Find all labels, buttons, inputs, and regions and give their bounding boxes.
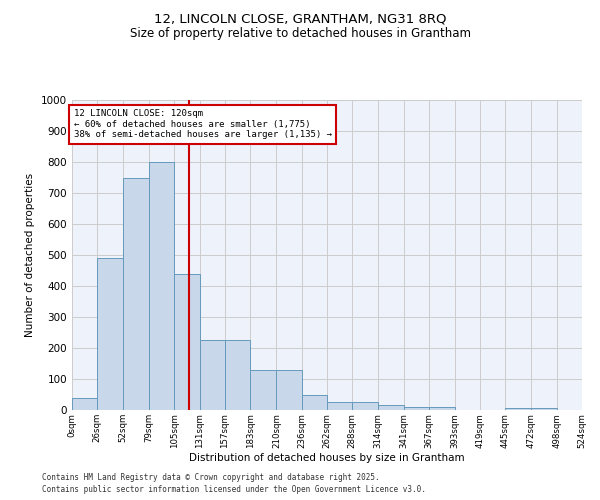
X-axis label: Distribution of detached houses by size in Grantham: Distribution of detached houses by size … [189, 453, 465, 463]
Bar [277, 370, 302, 410]
Bar [377, 406, 404, 410]
Bar [532, 408, 557, 410]
Bar [199, 340, 225, 410]
Bar [302, 394, 327, 410]
Text: 12 LINCOLN CLOSE: 120sqm
← 60% of detached houses are smaller (1,775)
38% of sem: 12 LINCOLN CLOSE: 120sqm ← 60% of detach… [74, 110, 332, 139]
Bar [149, 162, 174, 410]
Y-axis label: Number of detached properties: Number of detached properties [25, 173, 35, 337]
Bar [429, 407, 455, 410]
Bar [174, 274, 200, 410]
Text: Size of property relative to detached houses in Grantham: Size of property relative to detached ho… [130, 28, 470, 40]
Bar [250, 370, 277, 410]
Text: Contains HM Land Registry data © Crown copyright and database right 2025.: Contains HM Land Registry data © Crown c… [42, 472, 380, 482]
Text: 12, LINCOLN CLOSE, GRANTHAM, NG31 8RQ: 12, LINCOLN CLOSE, GRANTHAM, NG31 8RQ [154, 12, 446, 26]
Bar [404, 407, 429, 410]
Text: Contains public sector information licensed under the Open Government Licence v3: Contains public sector information licen… [42, 485, 426, 494]
Bar [505, 408, 532, 410]
Bar [225, 340, 250, 410]
Bar [97, 258, 122, 410]
Bar [327, 402, 352, 410]
Bar [72, 398, 97, 410]
Bar [352, 402, 377, 410]
Bar [122, 178, 149, 410]
